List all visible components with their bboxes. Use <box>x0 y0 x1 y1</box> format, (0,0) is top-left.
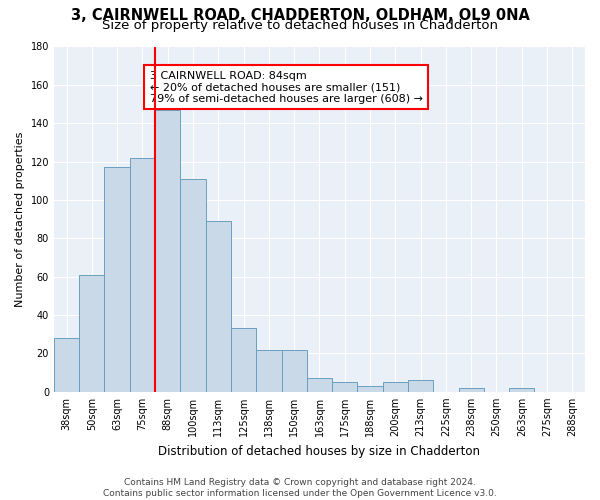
Text: 3 CAIRNWELL ROAD: 84sqm
← 20% of detached houses are smaller (151)
79% of semi-d: 3 CAIRNWELL ROAD: 84sqm ← 20% of detache… <box>149 70 422 104</box>
Bar <box>155 110 181 392</box>
Bar <box>281 350 307 392</box>
Y-axis label: Number of detached properties: Number of detached properties <box>15 132 25 307</box>
Bar <box>332 382 358 392</box>
Bar <box>509 388 535 392</box>
Text: Size of property relative to detached houses in Chadderton: Size of property relative to detached ho… <box>102 19 498 32</box>
Text: 3, CAIRNWELL ROAD, CHADDERTON, OLDHAM, OL9 0NA: 3, CAIRNWELL ROAD, CHADDERTON, OLDHAM, O… <box>71 8 529 22</box>
Bar <box>54 338 79 392</box>
Bar <box>181 179 206 392</box>
Bar <box>206 221 231 392</box>
Bar <box>358 386 383 392</box>
Bar <box>130 158 155 392</box>
Bar <box>79 275 104 392</box>
Bar <box>104 168 130 392</box>
Bar <box>458 388 484 392</box>
X-axis label: Distribution of detached houses by size in Chadderton: Distribution of detached houses by size … <box>158 444 481 458</box>
Text: Contains HM Land Registry data © Crown copyright and database right 2024.
Contai: Contains HM Land Registry data © Crown c… <box>103 478 497 498</box>
Bar <box>383 382 408 392</box>
Bar <box>408 380 433 392</box>
Bar <box>256 350 281 392</box>
Bar <box>307 378 332 392</box>
Bar <box>231 328 256 392</box>
